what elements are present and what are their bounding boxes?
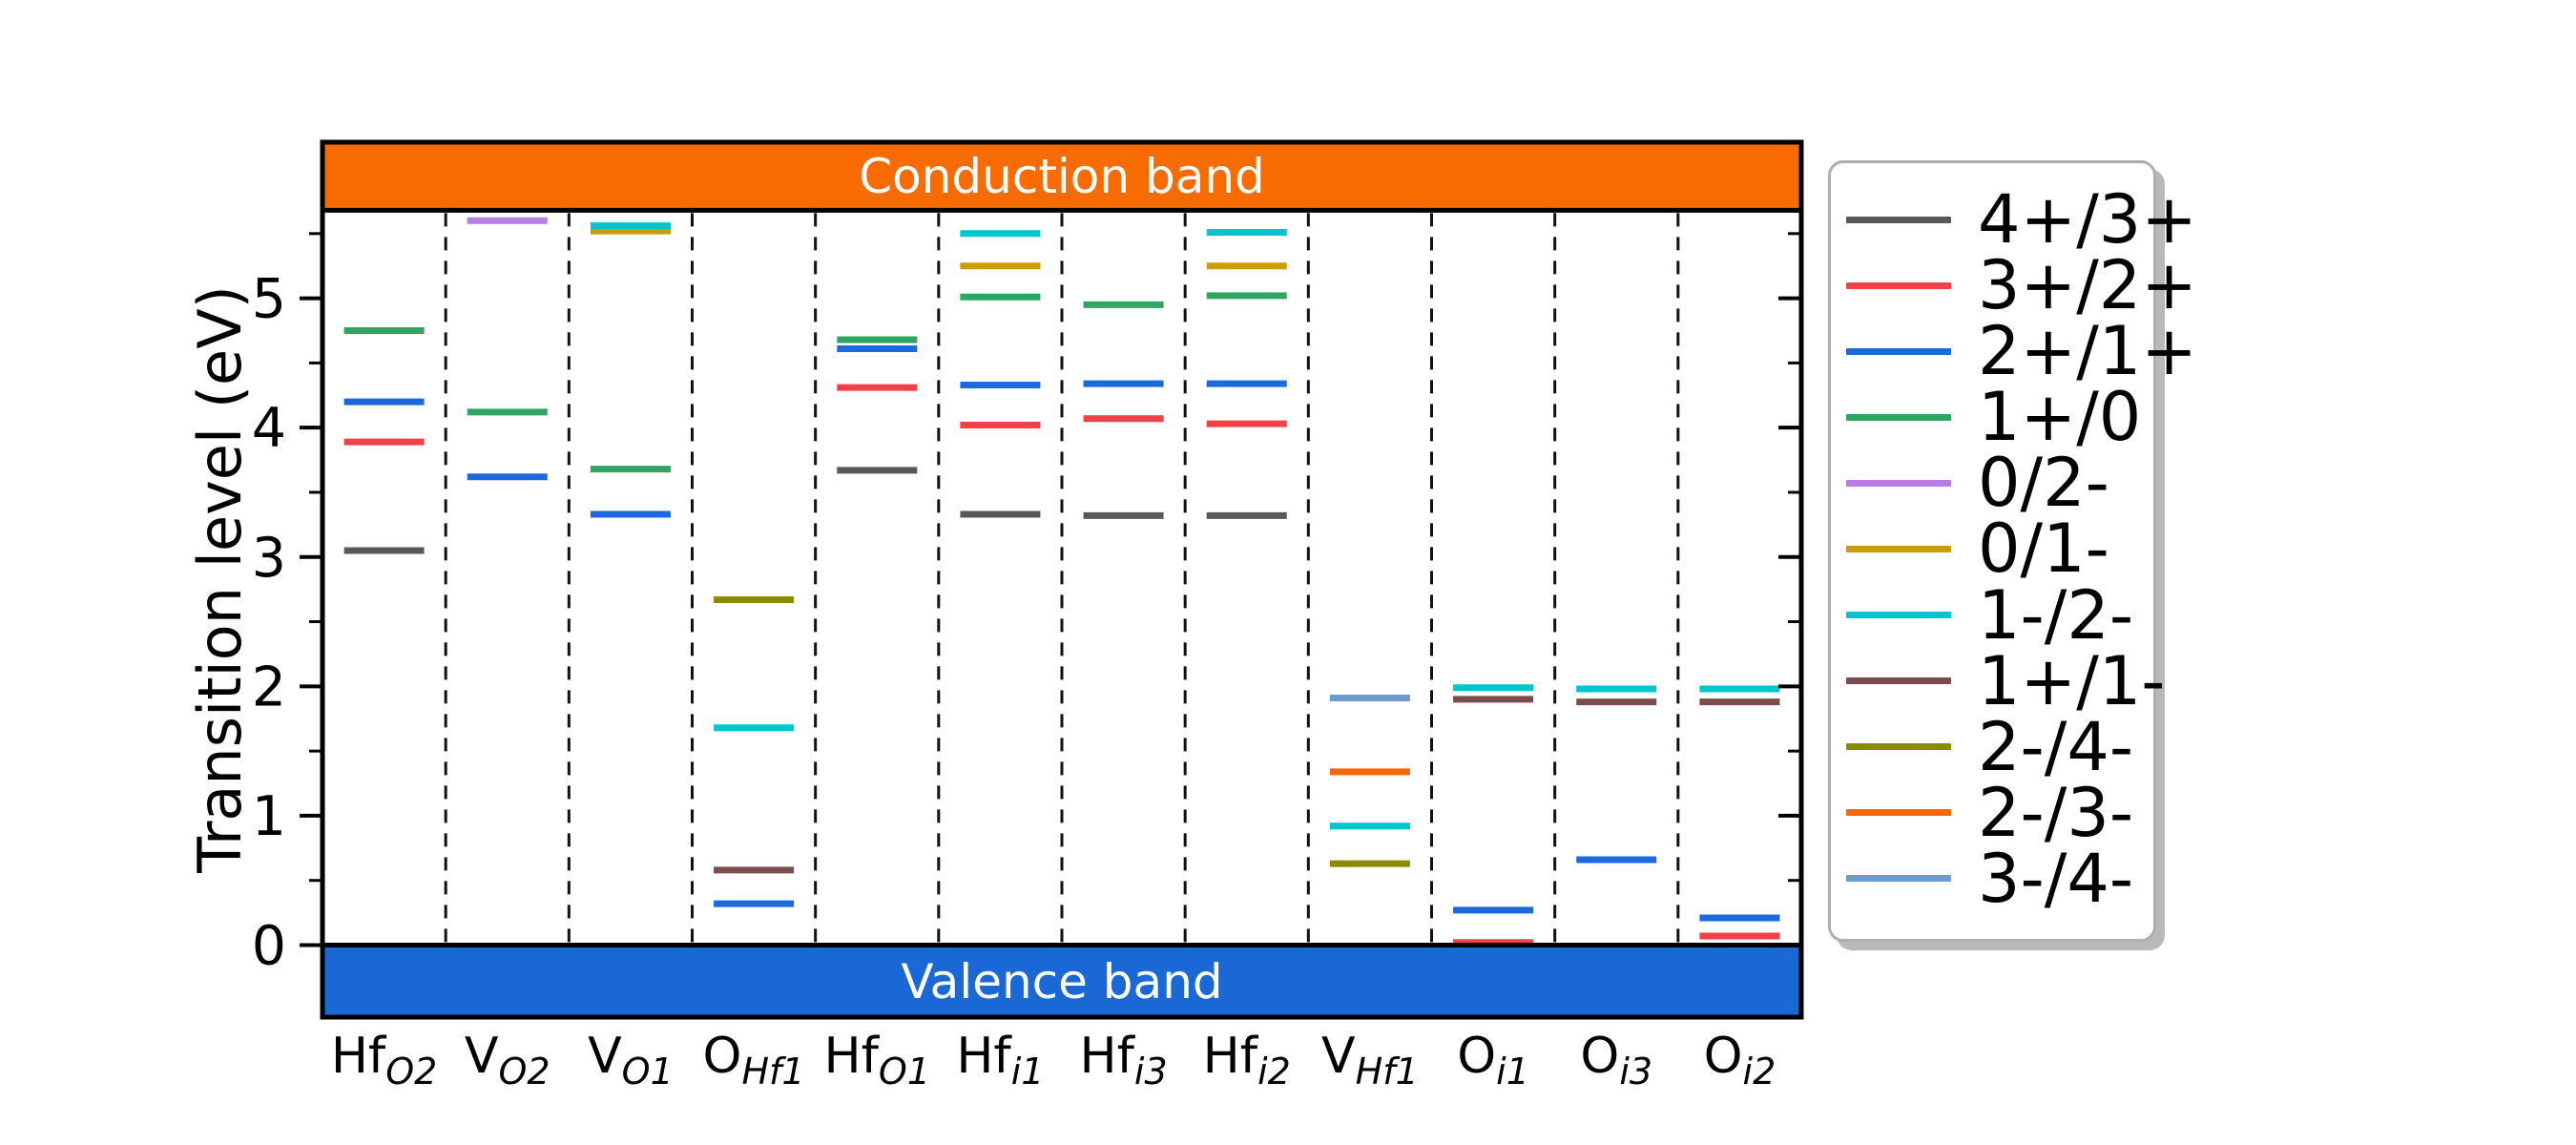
legend-entry-3+/2+: 3+/2+ [1831, 252, 2197, 319]
x-label-Oi2: Oi2 [1704, 1028, 1776, 1093]
legend-label: 1+/1- [1978, 641, 2166, 720]
legend-label: 1-/2- [1978, 575, 2134, 655]
legend-swatch-icon [1846, 677, 1951, 685]
legend-entry-2-/3-: 2-/3- [1831, 773, 2153, 852]
legend-label: 2-/4- [1978, 707, 2134, 786]
x-label-OHf1: OHf1 [703, 1028, 805, 1093]
x-label-VO2: VO2 [465, 1028, 551, 1093]
x-label-VHf1: VHf1 [1321, 1028, 1419, 1093]
legend-entry-2+/1+: 2+/1+ [1831, 318, 2197, 385]
legend-swatch-icon [1846, 875, 1951, 883]
y-tick-label: 5 [252, 268, 286, 331]
legend-swatch-icon [1846, 479, 1951, 487]
x-label-Oi1: Oi1 [1457, 1028, 1529, 1093]
legend-label: 0/2- [1978, 444, 2109, 523]
legend-entry-1+/1-: 1+/1- [1831, 648, 2166, 715]
x-label-HfO1: HfO1 [823, 1028, 930, 1093]
legend-entry-2-/4-: 2-/4- [1831, 707, 2153, 786]
legend-swatch-icon [1846, 545, 1951, 552]
legend-label: 1+/0 [1978, 378, 2142, 457]
legend-swatch-icon [1846, 809, 1951, 817]
legend-label: 4+/3+ [1978, 180, 2197, 259]
x-label-Hfi3: Hfi3 [1080, 1028, 1168, 1093]
legend-entry-4+/3+: 4+/3+ [1831, 186, 2197, 253]
legend-entry-1-/2-: 1-/2- [1831, 575, 2153, 655]
legend-entry-0/2-: 0/2- [1831, 444, 2153, 523]
x-label-Hfi2: Hfi2 [1203, 1028, 1291, 1093]
plot-frame [320, 139, 1804, 1020]
y-axis-label: Transition level (eV) [185, 285, 255, 874]
legend-label: 0/1- [1978, 510, 2109, 589]
y-tick-label: 0 [252, 915, 286, 978]
valence-band [322, 945, 1801, 1017]
legend-swatch-icon [1846, 612, 1951, 619]
legend-entry-0/1-: 0/1- [1831, 510, 2153, 589]
conduction-band [322, 142, 1801, 211]
x-label-Oi3: Oi3 [1580, 1028, 1652, 1093]
legend: 4+/3+ 3+/2+ 2+/1+ 1+/0 0/2- 0/1- 1-/2- 1+/1- 2-/… [1828, 160, 2197, 942]
y-tick-label: 1 [252, 785, 286, 848]
y-tick-label: 2 [252, 656, 286, 718]
x-label-Hfi1: Hfi1 [956, 1028, 1044, 1093]
conduction-band-label: Conduction band [859, 149, 1265, 204]
y-tick-label: 4 [252, 397, 286, 460]
x-label-HfO2: HfO2 [331, 1028, 438, 1093]
legend-entry-3-/4-: 3-/4- [1831, 839, 2153, 918]
legend-label: 2-/3- [1978, 773, 2134, 852]
valence-band-label: Valence band [901, 954, 1222, 1010]
y-tick-label: 3 [252, 527, 286, 590]
legend-entry-1+/0: 1+/0 [1831, 378, 2153, 457]
legend-swatch-icon [1846, 216, 1951, 223]
legend-swatch-icon [1846, 413, 1951, 421]
legend-swatch-icon [1846, 347, 1951, 355]
legend-label: 3-/4- [1978, 839, 2134, 918]
legend-swatch-icon [1846, 281, 1951, 289]
legend-swatch-icon [1846, 743, 1951, 751]
legend-label: 2+/1+ [1978, 312, 2197, 391]
x-label-VO1: VO1 [588, 1028, 674, 1093]
legend-label: 3+/2+ [1978, 246, 2197, 325]
